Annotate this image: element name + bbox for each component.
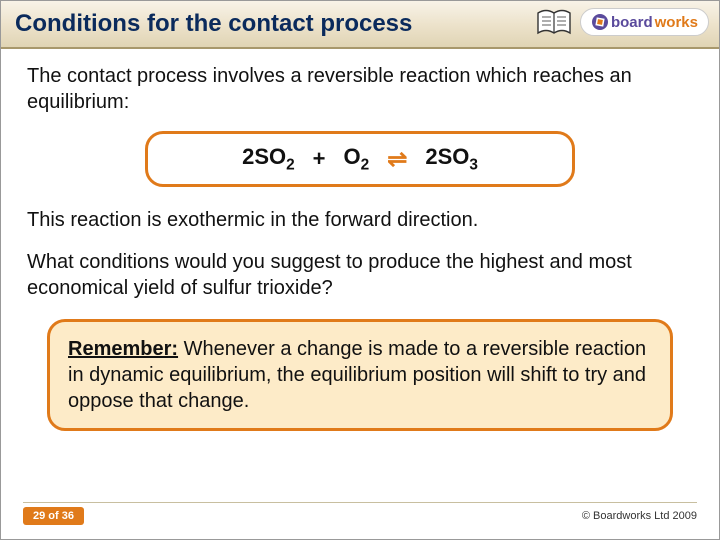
content-area: The contact process involves a reversibl… xyxy=(1,49,719,431)
product-1: 2SO3 xyxy=(425,144,478,174)
exothermic-paragraph: This reaction is exothermic in the forwa… xyxy=(27,207,693,233)
page-number-badge: 29 of 36 xyxy=(23,507,84,525)
title-bar: Conditions for the contact process xyxy=(1,1,719,49)
plus-sign: + xyxy=(313,146,326,172)
logo-mark-icon xyxy=(591,13,609,31)
reactant-2: O2 xyxy=(344,144,370,174)
slide: Conditions for the contact process xyxy=(0,0,720,540)
footer: 29 of 36 © Boardworks Ltd 2009 xyxy=(1,507,719,525)
equation-box: 2SO2 + O2 ⇌ 2SO3 xyxy=(145,131,575,187)
intro-paragraph: The contact process involves a reversibl… xyxy=(27,63,693,115)
slide-title: Conditions for the contact process xyxy=(15,10,412,38)
remember-box: Remember: Whenever a change is made to a… xyxy=(47,319,673,431)
question-paragraph: What conditions would you suggest to pro… xyxy=(27,249,693,301)
reactant-1: 2SO2 xyxy=(242,144,295,174)
remember-lead: Remember: xyxy=(68,338,178,360)
logo-text-1: board xyxy=(611,14,653,31)
boardworks-logo: boardworks xyxy=(580,8,709,36)
reversible-arrow-icon: ⇌ xyxy=(387,145,407,174)
logo-area: boardworks xyxy=(534,5,709,39)
footer-divider xyxy=(23,502,697,503)
logo-text-2: works xyxy=(655,14,698,31)
book-icon xyxy=(534,5,574,39)
copyright-text: © Boardworks Ltd 2009 xyxy=(582,510,697,522)
